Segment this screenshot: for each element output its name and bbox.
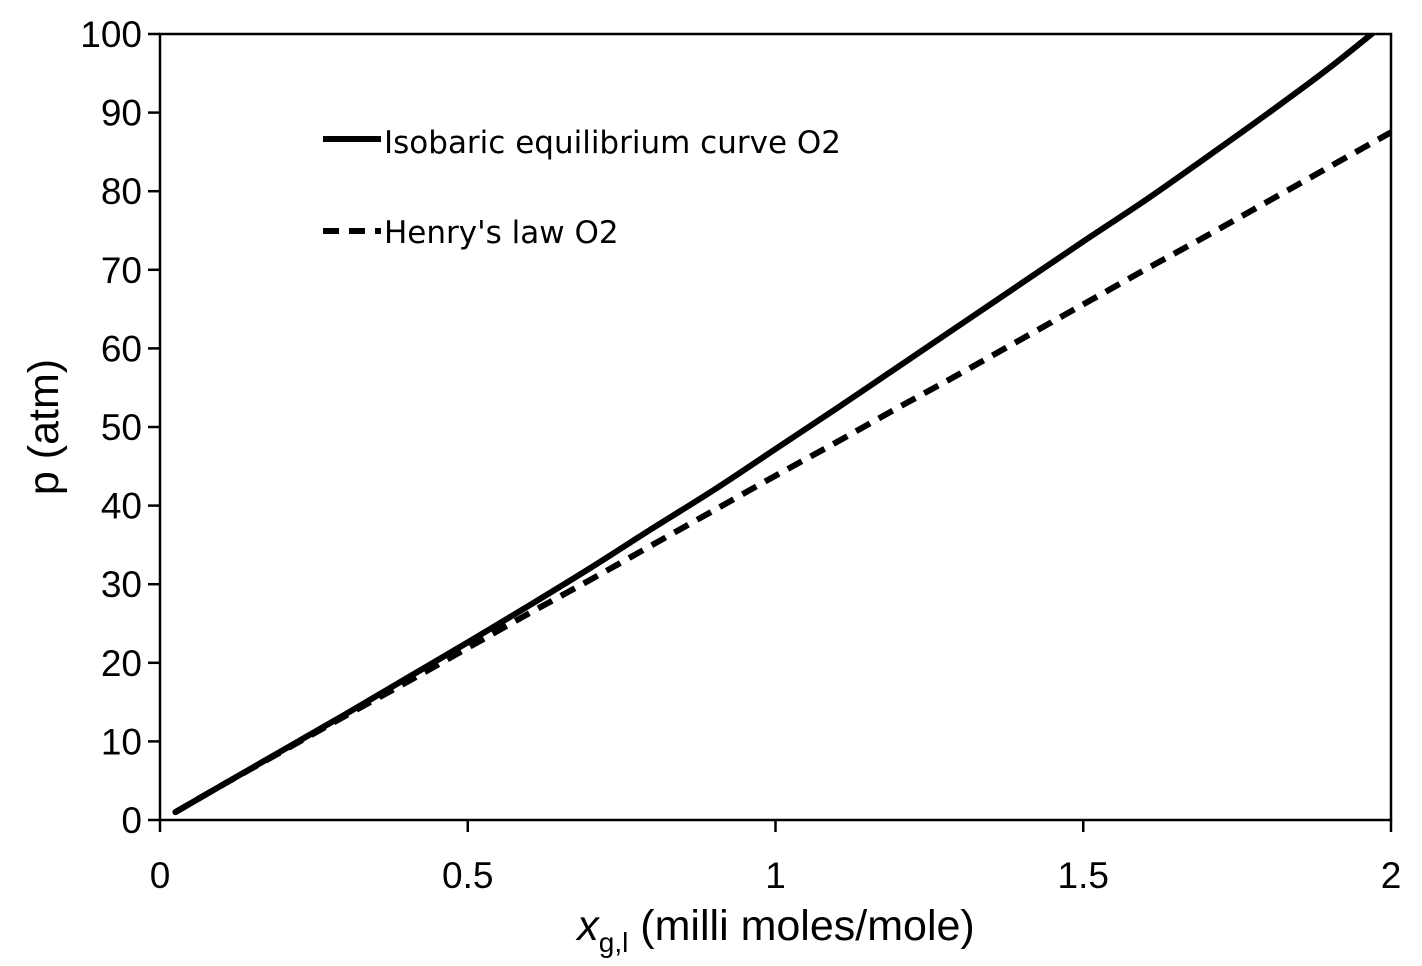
x-tick-label: 0 <box>150 855 171 896</box>
x-axis-title-symbol: x <box>575 902 600 950</box>
legend-label-isobaric: Isobaric equilibrium curve O2 <box>384 125 841 161</box>
legend: Isobaric equilibrium curve O2 Henry's la… <box>323 125 841 251</box>
y-axis-title: p (atm) <box>20 359 68 495</box>
y-tick-label: 30 <box>101 564 142 605</box>
y-tick-label: 0 <box>121 800 142 841</box>
x-axis-title-subscript: g,l <box>599 927 629 958</box>
x-tick-label: 1.5 <box>1058 855 1109 896</box>
y-tick-label: 100 <box>80 14 142 55</box>
x-axis-ticks: 0 0.5 1 1.5 2 <box>150 820 1402 896</box>
y-tick-label: 80 <box>101 171 142 212</box>
y-tick-label: 60 <box>101 328 142 369</box>
x-tick-label: 0.5 <box>442 855 493 896</box>
series-line-henrys-law <box>173 129 1391 815</box>
y-tick-label: 40 <box>101 486 142 527</box>
x-axis-title-rest: (milli moles/mole) <box>628 902 974 950</box>
legend-label-henry: Henry's law O2 <box>384 215 619 251</box>
x-axis-title: xg,l (milli moles/mole) <box>575 902 975 958</box>
x-tick-label: 1 <box>765 855 786 896</box>
x-tick-label: 2 <box>1381 855 1402 896</box>
y-tick-label: 20 <box>101 643 142 684</box>
y-tick-label: 90 <box>101 93 142 134</box>
y-axis-ticks: 0 10 20 30 40 50 60 70 80 90 100 <box>80 14 160 841</box>
y-tick-label: 70 <box>101 250 142 291</box>
y-tick-label: 10 <box>101 721 142 762</box>
y-tick-label: 50 <box>101 407 142 448</box>
series-layer <box>172 34 1391 816</box>
